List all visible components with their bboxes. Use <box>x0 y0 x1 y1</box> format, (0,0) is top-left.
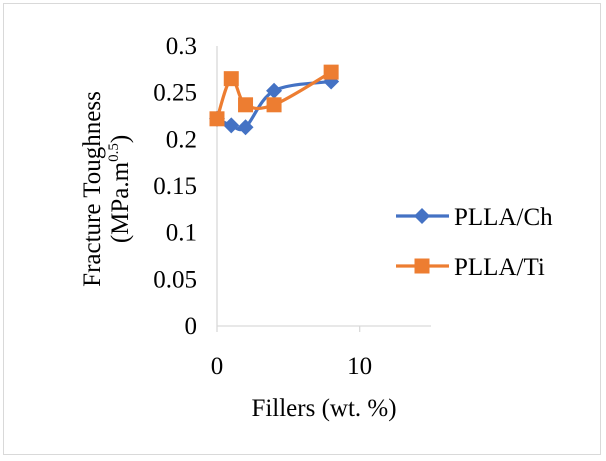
data-point <box>238 97 254 113</box>
data-point <box>223 71 239 87</box>
legend-label: PLLA/Ti <box>454 254 545 281</box>
y-tick-label: 0.1 <box>166 220 197 247</box>
series-plla-ti <box>209 64 339 127</box>
data-point <box>237 119 254 136</box>
x-tick-label: 10 <box>347 353 372 380</box>
legend-item: PLLA/Ch <box>396 204 553 231</box>
y-axis-unit-close: ) <box>107 135 134 143</box>
data-point <box>266 82 283 99</box>
y-tick-label: 0.2 <box>166 126 197 153</box>
y-tick-label: 0.05 <box>153 266 197 293</box>
legend-marker-icon <box>414 258 430 274</box>
legend: PLLA/Ch PLLA/Ti <box>396 204 553 281</box>
line-chart: 0 0.05 0.1 0.15 0.2 0.25 0.3 0 10 Fillers (wt. %… <box>79 33 553 422</box>
axes <box>216 46 431 332</box>
data-point <box>323 64 339 80</box>
x-tick-label: 0 <box>211 353 224 380</box>
y-axis-unit-base: (MPa.m <box>107 161 134 243</box>
x-axis-title: Fillers (wt. %) <box>251 395 396 422</box>
plot-series <box>209 64 340 136</box>
chart-area: 0 0.05 0.1 0.15 0.2 0.25 0.3 0 10 Fillers (wt. %… <box>3 3 601 455</box>
legend-label: PLLA/Ch <box>454 204 553 231</box>
legend-marker-icon <box>414 208 430 224</box>
y-tick-label: 0.15 <box>153 173 197 200</box>
y-tick-label: 0.3 <box>166 33 197 60</box>
data-point <box>223 117 240 134</box>
legend-item: PLLA/Ti <box>396 254 545 281</box>
data-point <box>266 97 282 113</box>
y-axis-title-line2: (MPa.m0.5) <box>106 135 134 243</box>
y-axis-unit-exponent: 0.5 <box>106 143 122 162</box>
tick-labels: 0 0.05 0.1 0.15 0.2 0.25 0.3 0 10 <box>153 33 372 380</box>
y-tick-label: 0.25 <box>153 80 197 107</box>
y-tick-label: 0 <box>185 313 198 340</box>
y-axis-title: Fracture Toughness (MPa.m0.5) <box>79 91 134 287</box>
data-point <box>209 111 225 127</box>
y-axis-title-line1: Fracture Toughness <box>79 91 106 287</box>
